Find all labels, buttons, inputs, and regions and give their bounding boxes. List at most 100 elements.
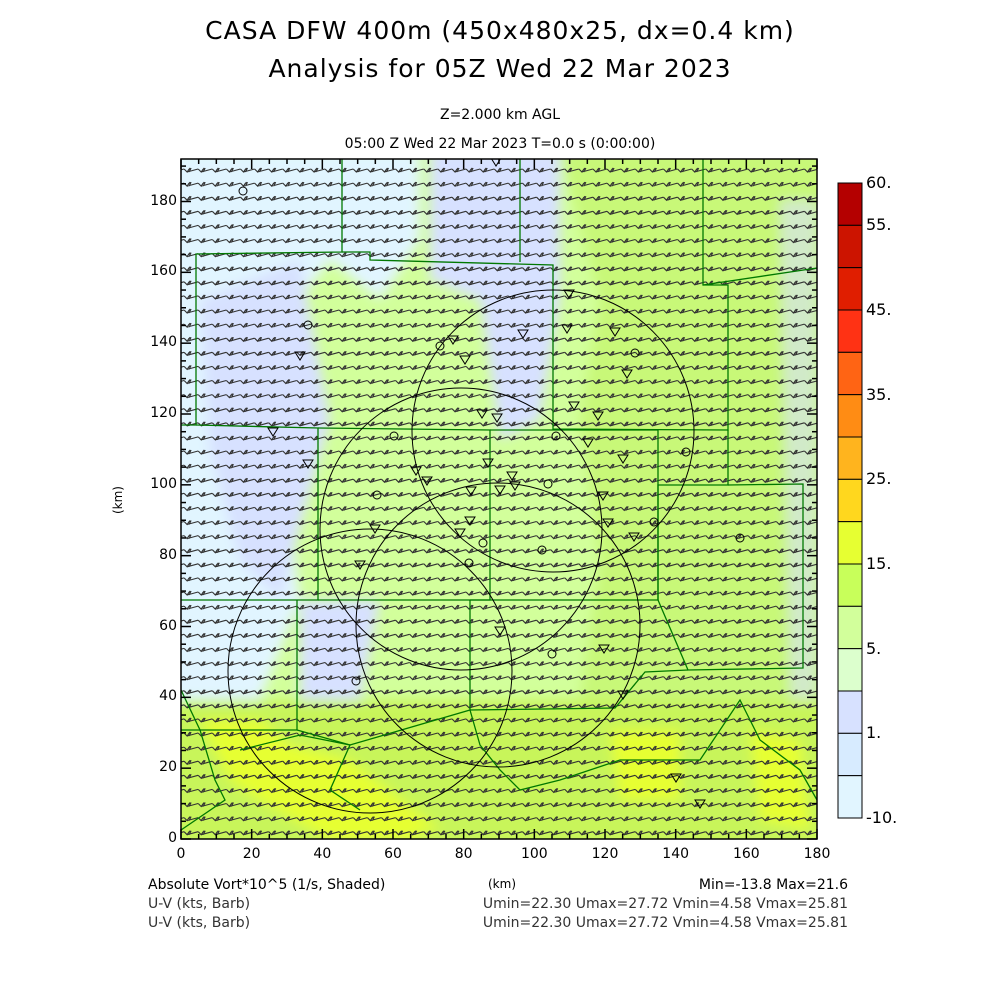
wind-barb bbox=[705, 534, 720, 540]
wind-barb bbox=[451, 365, 467, 371]
wind-barb bbox=[324, 209, 340, 216]
wind-barb bbox=[282, 167, 297, 173]
colorbar-label: 5. bbox=[866, 638, 882, 658]
wind-barb bbox=[761, 491, 777, 498]
wind-barb bbox=[324, 675, 340, 681]
wind-barb bbox=[691, 322, 706, 328]
wind-barb bbox=[423, 830, 438, 836]
wind-barb bbox=[733, 252, 749, 258]
wind-barb bbox=[536, 773, 551, 780]
wind-barb bbox=[522, 689, 537, 695]
station-circle bbox=[735, 533, 745, 543]
wind-barb bbox=[550, 252, 565, 258]
wind-barb bbox=[437, 618, 453, 625]
wind-barb bbox=[775, 604, 791, 610]
wind-barb bbox=[705, 689, 720, 695]
wind-barb bbox=[479, 181, 495, 187]
wind-barb bbox=[310, 830, 326, 836]
wind-barb bbox=[606, 336, 622, 343]
radar-site-triangle bbox=[464, 516, 476, 526]
wind-barb bbox=[649, 491, 664, 498]
wind-barb bbox=[367, 759, 382, 766]
wind-barb bbox=[254, 365, 269, 371]
wind-barb bbox=[183, 435, 199, 441]
wind-barb bbox=[197, 548, 213, 554]
wind-barb bbox=[649, 548, 664, 554]
y-tick-label: 140 bbox=[150, 334, 177, 351]
wind-barb bbox=[381, 548, 396, 554]
wind-barb bbox=[606, 661, 622, 667]
wind-barb bbox=[381, 435, 396, 441]
wind-barb bbox=[240, 520, 255, 526]
wind-barb bbox=[479, 632, 495, 639]
wind-barb bbox=[705, 350, 720, 357]
wind-barb bbox=[620, 562, 636, 568]
wind-barb bbox=[282, 294, 297, 300]
wind-barb bbox=[395, 788, 410, 794]
wind-barb bbox=[310, 463, 326, 469]
wind-barb bbox=[620, 717, 636, 723]
wind-barb bbox=[663, 209, 678, 216]
wind-barb bbox=[367, 689, 382, 695]
wind-barb bbox=[550, 788, 565, 794]
wind-barb bbox=[254, 322, 269, 328]
wind-barb bbox=[733, 562, 749, 568]
wind-barb bbox=[564, 661, 579, 667]
wind-barb bbox=[663, 463, 678, 469]
wind-barb bbox=[550, 224, 565, 230]
radar-site-triangle bbox=[476, 409, 488, 419]
wind-barb bbox=[240, 506, 255, 512]
wind-barb bbox=[465, 802, 481, 808]
wind-barb bbox=[395, 773, 410, 780]
wind-barb bbox=[183, 477, 199, 484]
y-tick-label: 40 bbox=[159, 688, 177, 705]
wind-barb bbox=[663, 393, 678, 399]
wind-barb bbox=[423, 618, 438, 625]
wind-barb bbox=[733, 449, 749, 455]
wind-barb bbox=[451, 506, 467, 512]
wind-barb bbox=[211, 661, 227, 667]
wind-barb bbox=[649, 802, 664, 808]
wind-barb bbox=[719, 393, 735, 399]
wind-barb bbox=[479, 731, 495, 737]
wind-barb bbox=[451, 421, 467, 427]
wind-barb bbox=[423, 576, 438, 582]
wind-barb bbox=[592, 802, 608, 808]
wind-barb bbox=[240, 717, 255, 723]
wind-barb bbox=[620, 294, 636, 300]
wind-barb bbox=[479, 562, 495, 568]
wind-barb bbox=[522, 167, 537, 173]
wind-barb bbox=[240, 308, 255, 314]
wind-barb bbox=[310, 703, 326, 709]
colorbar-segment bbox=[837, 478, 863, 523]
wind-barb bbox=[775, 322, 791, 328]
wind-barb bbox=[395, 224, 410, 230]
wind-barb bbox=[564, 252, 579, 258]
wind-barb bbox=[550, 209, 565, 216]
wind-barb bbox=[634, 280, 650, 286]
wind-barb bbox=[240, 689, 255, 695]
wind-barb bbox=[183, 520, 199, 526]
wind-barb bbox=[677, 308, 692, 314]
wind-barb bbox=[719, 407, 735, 413]
wind-barb bbox=[536, 647, 551, 653]
wind-barb bbox=[790, 238, 805, 244]
wind-barb bbox=[747, 745, 763, 751]
wind-barb bbox=[395, 266, 410, 272]
wind-barb bbox=[437, 224, 453, 230]
wind-barb bbox=[733, 266, 749, 272]
wind-barb bbox=[352, 379, 368, 385]
wind-barb bbox=[508, 181, 523, 187]
wind-barb bbox=[790, 689, 805, 695]
wind-barb bbox=[649, 407, 664, 413]
y-tick-label: 120 bbox=[150, 405, 177, 421]
wind-barb bbox=[508, 491, 523, 498]
wind-barb bbox=[804, 491, 817, 498]
wind-barb bbox=[338, 745, 354, 751]
wind-barb bbox=[197, 604, 213, 610]
wind-barb bbox=[226, 802, 241, 808]
colorbar-segment bbox=[837, 775, 863, 819]
wind-barb bbox=[324, 506, 340, 512]
wind-barb bbox=[719, 647, 735, 653]
wind-barb bbox=[395, 675, 410, 681]
